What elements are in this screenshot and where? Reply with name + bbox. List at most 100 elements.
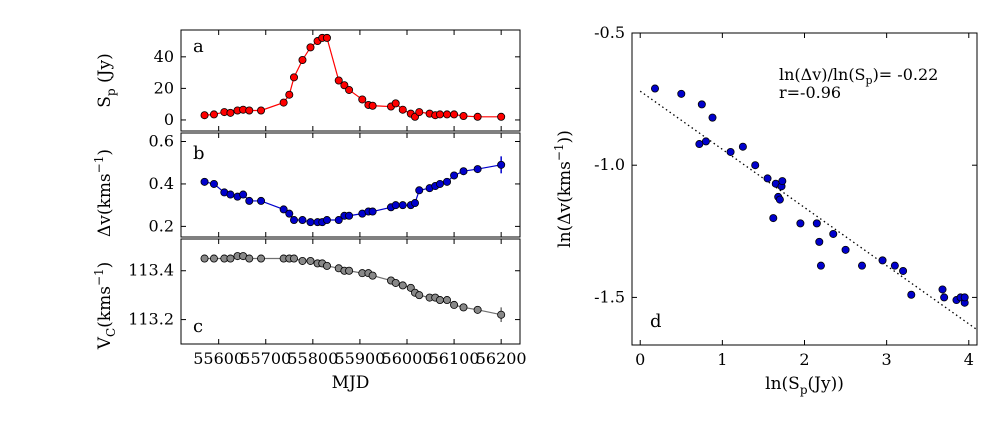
data-point xyxy=(239,190,248,199)
y-axis-label-tail: ) xyxy=(95,262,115,269)
panel-b: 0.2 0.4 0.6 b Δv(kms−1) xyxy=(92,131,521,238)
y-axis-label-d: ln(Δv(kms−1)) xyxy=(552,130,575,248)
data-point xyxy=(279,205,288,214)
x-tick-label: 55900 xyxy=(334,349,385,368)
data-point xyxy=(907,290,916,299)
y-tick-label: -1.5 xyxy=(594,287,625,306)
data-point xyxy=(890,261,899,270)
data-point xyxy=(298,256,307,265)
x-axis-label-tail: (Jy)) xyxy=(808,374,844,394)
data-point xyxy=(450,110,459,119)
data-point xyxy=(340,81,349,90)
y-tick-label: 0.2 xyxy=(149,216,174,235)
y-tick-label: 113.2 xyxy=(128,310,174,329)
y-axis-label-sup: −1 xyxy=(552,143,566,161)
data-point xyxy=(450,300,459,309)
data-point xyxy=(368,101,377,110)
y-axis-label-main: S xyxy=(95,96,115,108)
data-point xyxy=(940,293,949,302)
data-point xyxy=(322,33,331,42)
panel-letter-c: c xyxy=(193,316,203,337)
data-point xyxy=(769,214,778,223)
y-axis-label-main: ln(Δv(kms xyxy=(555,161,575,248)
y-axis-label-sup: −1 xyxy=(92,268,106,286)
data-point xyxy=(938,285,947,294)
y-axis-label-main: Δv(kms xyxy=(95,173,115,237)
data-point xyxy=(322,216,331,225)
data-point xyxy=(368,271,377,280)
data-point xyxy=(651,84,660,93)
y-tick-label: 0 xyxy=(164,110,174,129)
data-point xyxy=(298,55,307,64)
data-point xyxy=(345,85,354,94)
data-point xyxy=(695,140,704,149)
data-point xyxy=(697,100,706,109)
annotation-slope: ln(Δv)/ln(Sp)= -0.22 xyxy=(779,65,938,87)
x-tick-label: 1 xyxy=(717,350,727,369)
panel-letter-b: b xyxy=(193,143,205,164)
data-point xyxy=(763,174,772,183)
data-point xyxy=(459,112,468,121)
panel-a: 0 20 40 a Sp (Jy) xyxy=(95,29,521,132)
data-point xyxy=(391,201,400,210)
axes-frame xyxy=(180,29,521,132)
data-point xyxy=(473,112,482,121)
panel-letter-a: a xyxy=(193,36,204,57)
data-point xyxy=(411,199,420,208)
data-point xyxy=(306,256,315,265)
data-point xyxy=(334,216,343,225)
data-point xyxy=(345,266,354,275)
y-tick-label: -1.0 xyxy=(594,155,625,174)
data-point xyxy=(815,237,824,246)
y-axis-label-sub: C xyxy=(104,328,118,337)
data-point xyxy=(450,171,459,180)
y-axis-label-main: V xyxy=(95,336,115,350)
x-axis-label-sub: p xyxy=(800,383,808,397)
data-point xyxy=(858,261,867,270)
y-axis-label-tail: ) xyxy=(95,149,115,156)
data-point xyxy=(398,281,407,290)
data-point xyxy=(209,110,218,119)
y-axis-label-sub: p xyxy=(104,88,118,96)
data-point xyxy=(245,196,254,205)
x-tick-label: 3 xyxy=(882,350,892,369)
x-axis-label: MJD xyxy=(332,373,370,393)
data-point xyxy=(443,177,452,186)
y-tick-label: -0.5 xyxy=(594,23,625,42)
data-point xyxy=(473,165,482,174)
data-point xyxy=(200,177,209,186)
annotation-slope-tail: )= -0.22 xyxy=(873,65,939,84)
data-point xyxy=(841,245,850,254)
x-tick-label: 55700 xyxy=(240,349,291,368)
data-point xyxy=(257,106,266,115)
data-point xyxy=(443,296,452,305)
data-point xyxy=(279,98,288,107)
data-point xyxy=(391,99,400,108)
y-axis-label-c: VC(kms−1) xyxy=(92,262,118,351)
data-point xyxy=(473,305,482,314)
y-tick-label: 40 xyxy=(154,47,174,66)
data-point xyxy=(459,167,468,176)
data-point xyxy=(398,201,407,210)
data-point xyxy=(726,147,735,156)
data-point xyxy=(796,219,805,228)
y-axis-label-tail: )) xyxy=(555,130,575,143)
y-tick-label: 0.4 xyxy=(149,174,174,193)
data-point xyxy=(289,216,298,225)
data-point xyxy=(200,111,209,120)
y-tick-label: 0.6 xyxy=(149,131,174,150)
y-tick-label: 113.4 xyxy=(128,261,174,280)
data-point xyxy=(257,196,266,205)
y-axis-label-b: Δv(kms−1) xyxy=(92,149,115,237)
data-point xyxy=(816,261,825,270)
annotation-slope-main: ln(Δv)/ln(S xyxy=(779,65,866,84)
data-point xyxy=(497,112,506,121)
data-point xyxy=(306,43,315,52)
data-point xyxy=(334,76,343,85)
data-point xyxy=(415,186,424,195)
data-point xyxy=(435,296,444,305)
data-point xyxy=(459,303,468,312)
data-point xyxy=(812,219,821,228)
